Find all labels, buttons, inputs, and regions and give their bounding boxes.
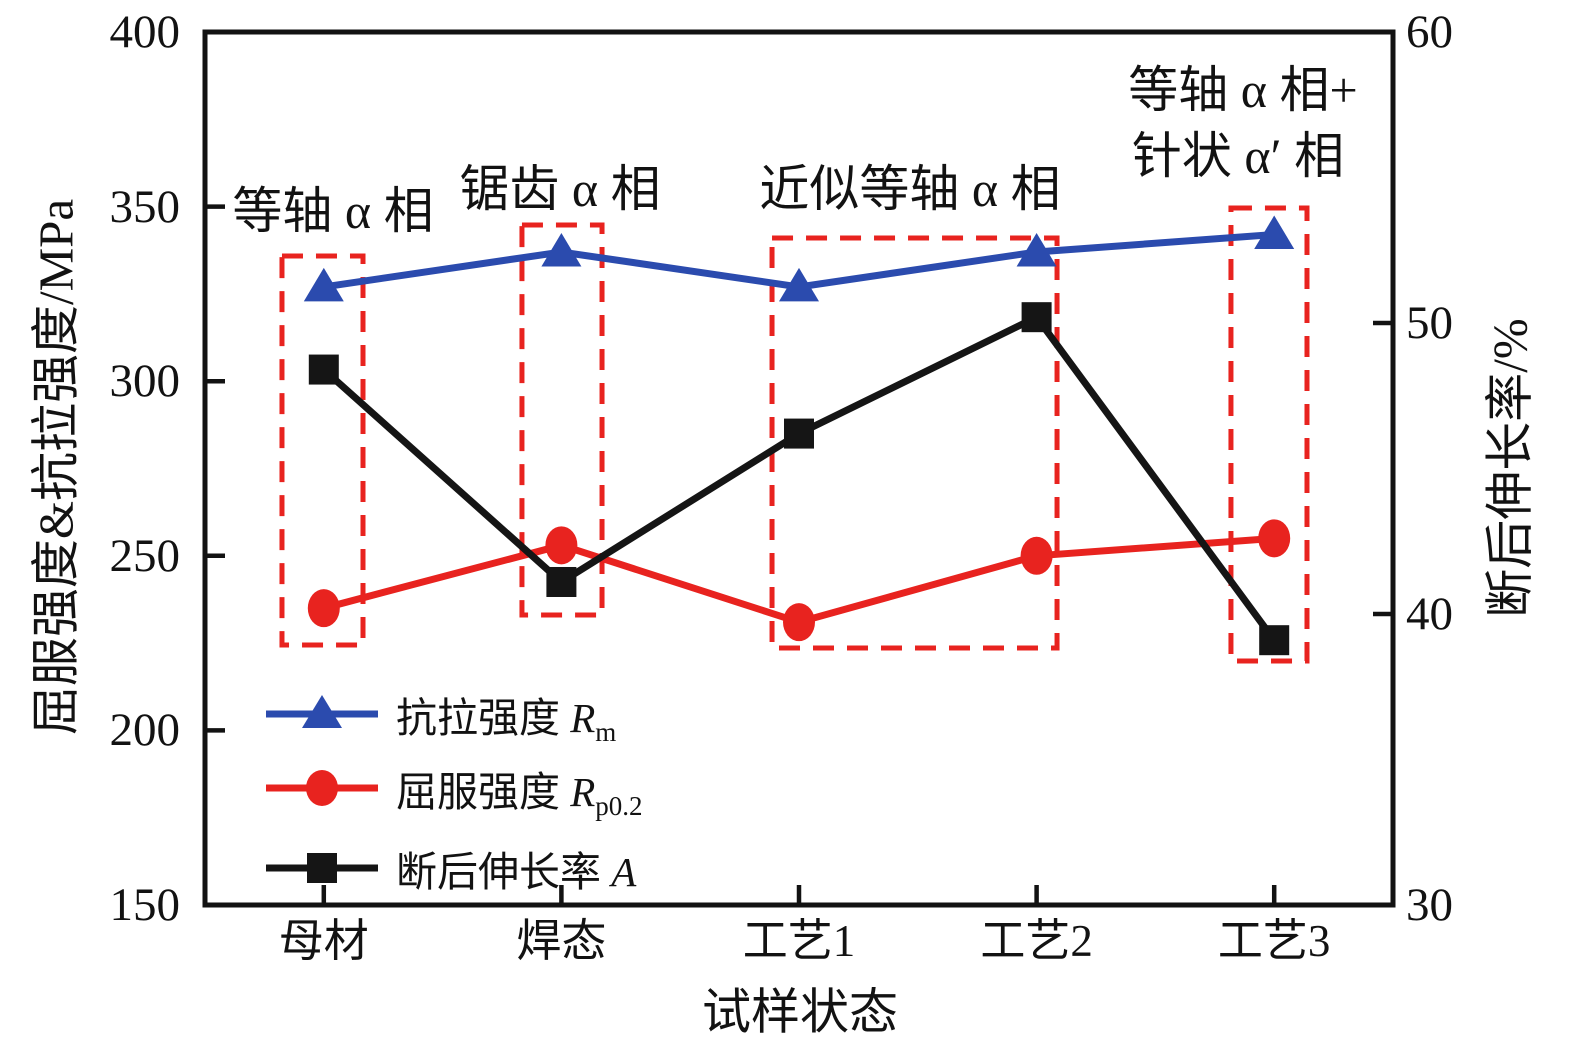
left-axis-title: 屈服强度&抗拉强度/MPa bbox=[28, 198, 84, 736]
square-marker bbox=[308, 354, 339, 385]
legend-label-tensile-strength: 抗拉强度 Rm bbox=[396, 684, 617, 748]
legend-item-tensile-strength: 抗拉强度 Rm bbox=[264, 684, 617, 748]
circle-marker bbox=[1258, 519, 1291, 558]
circle-marker bbox=[545, 526, 578, 565]
annotation-serrated-alpha: 锯齿 α 相 bbox=[459, 161, 661, 217]
triangle-marker bbox=[303, 267, 344, 302]
legend-symbol: A bbox=[611, 849, 637, 895]
x-tick-label-3: 工艺1 bbox=[742, 916, 856, 966]
highlight-box-4 bbox=[1228, 205, 1310, 664]
triangle-marker bbox=[779, 267, 819, 302]
right-tick-label-60: 60 bbox=[1406, 6, 1453, 58]
square-marker bbox=[1021, 302, 1052, 333]
legend-text: 抗拉强度 bbox=[396, 695, 571, 741]
x-tick-label-5: 工艺3 bbox=[1217, 916, 1331, 966]
legend-marker-circle-icon bbox=[266, 770, 378, 806]
triangle-marker bbox=[1016, 232, 1057, 267]
legend-item-elongation: 断后伸长率 A bbox=[264, 840, 636, 896]
x-tick-label-4: 工艺2 bbox=[980, 916, 1093, 966]
annotation-equiaxed-alpha-plus: 等轴 α 相+ bbox=[1128, 62, 1358, 118]
circle-marker bbox=[307, 589, 340, 628]
right-tick-label-50: 50 bbox=[1406, 297, 1453, 349]
series-line-3 bbox=[321, 312, 1278, 643]
circle-marker bbox=[783, 603, 815, 642]
left-tick-label-350: 350 bbox=[109, 180, 181, 233]
right-tick-label-40: 40 bbox=[1406, 588, 1453, 640]
left-tick-label-300: 300 bbox=[109, 355, 181, 408]
square-marker bbox=[1259, 625, 1290, 656]
legend-subscript: m bbox=[595, 717, 617, 748]
annotation-equiaxed-alpha: 等轴 α 相 bbox=[232, 183, 434, 239]
left-tick-label-200: 200 bbox=[109, 704, 181, 757]
x-tick-label-2: 焊态 bbox=[516, 916, 607, 966]
right-tick-label-30: 30 bbox=[1406, 879, 1453, 931]
left-tick-label-400: 400 bbox=[109, 6, 181, 58]
left-tick-label-150: 150 bbox=[109, 879, 181, 931]
square-marker bbox=[546, 566, 577, 597]
x-axis-title: 试样状态 bbox=[701, 984, 899, 1040]
highlight-box-2 bbox=[519, 222, 605, 618]
triangle-marker bbox=[541, 232, 582, 267]
right-axis-title: 断后伸长率/% bbox=[1482, 318, 1538, 618]
legend-marker-square-icon bbox=[266, 853, 378, 883]
legend-subscript: p0.2 bbox=[595, 791, 643, 822]
legend-label-yield-strength: 屈服强度 Rp0.2 bbox=[396, 758, 643, 822]
triangle-marker bbox=[1254, 215, 1295, 250]
annotation-acicular-alpha-prime: 针状 α′ 相 bbox=[1131, 128, 1345, 184]
left-tick-label-250: 250 bbox=[109, 529, 181, 582]
x-tick-label-1: 母材 bbox=[278, 916, 369, 966]
legend-symbol: R bbox=[570, 695, 596, 741]
legend-label-elongation: 断后伸长率 A bbox=[396, 838, 636, 898]
highlight-box-1 bbox=[279, 253, 366, 648]
legend-symbol: R bbox=[570, 769, 596, 815]
square-marker bbox=[784, 418, 814, 449]
legend-item-yield-strength: 屈服强度 Rp0.2 bbox=[264, 758, 643, 822]
circle-marker bbox=[1020, 536, 1053, 575]
highlight-box-3 bbox=[769, 235, 1060, 651]
legend-marker-triangle-icon bbox=[266, 695, 378, 728]
annotation-near-equiaxed-alpha: 近似等轴 α 相 bbox=[759, 161, 1061, 217]
legend-text: 屈服强度 bbox=[396, 769, 571, 815]
legend-text: 断后伸长率 bbox=[396, 849, 612, 895]
